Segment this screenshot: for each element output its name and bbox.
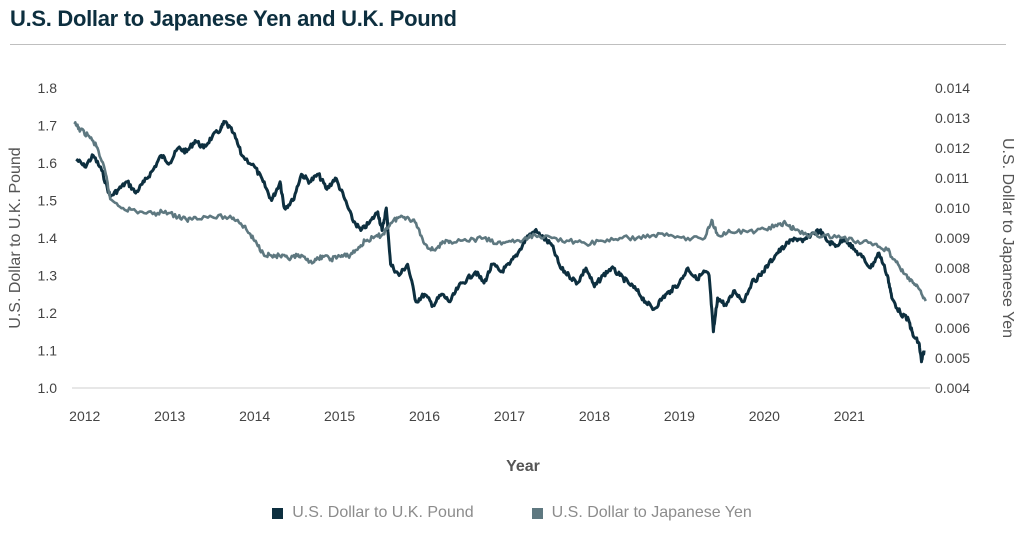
series-line-yen	[73, 121, 927, 302]
legend: U.S. Dollar to U.K. Pound U.S. Dollar to…	[0, 504, 1024, 522]
legend-swatch-yen	[531, 507, 543, 519]
chart-title: U.S. Dollar to Japanese Yen and U.K. Pou…	[10, 6, 457, 31]
left-tick-label: 1.1	[38, 343, 58, 359]
right-tick-label: 0.008	[935, 260, 970, 276]
right-tick-label: 0.012	[935, 140, 970, 156]
dual-axis-line-chart: 1.81.71.61.51.41.31.21.11.0 0.0140.0130.…	[7, 80, 1016, 475]
x-tick-label: 2020	[749, 408, 780, 424]
left-tick-label: 1.5	[38, 193, 58, 209]
legend-label-pound: U.S. Dollar to U.K. Pound	[292, 504, 474, 521]
legend-swatch-pound	[272, 507, 284, 519]
x-tick-label: 2021	[834, 408, 865, 424]
x-tick-label: 2018	[579, 408, 610, 424]
x-tick-label: 2016	[409, 408, 440, 424]
x-axis-title: Year	[506, 458, 540, 475]
series-line-pound	[75, 119, 926, 364]
right-tick-label: 0.011	[935, 170, 969, 186]
right-tick-label: 0.004	[935, 380, 970, 396]
right-tick-label: 0.006	[935, 320, 970, 336]
x-tick-label: 2013	[154, 408, 185, 424]
left-tick-label: 1.8	[38, 80, 58, 96]
left-tick-label: 1.6	[38, 155, 58, 171]
left-tick-label: 1.4	[38, 230, 58, 246]
right-tick-label: 0.009	[935, 230, 970, 246]
x-tick-label: 2019	[664, 408, 695, 424]
left-y-axis: 1.8 1.7 1.6 1.5 1.4 1.3 1.2 1.1 1.0	[38, 80, 58, 396]
right-tick-label: 0.007	[935, 290, 970, 306]
right-axis-title: U.S. Dollar to Japanese Yen	[999, 138, 1016, 338]
series-group	[73, 119, 927, 364]
x-tick-label: 2015	[324, 408, 355, 424]
legend-label-yen: U.S. Dollar to Japanese Yen	[551, 504, 752, 521]
right-tick-label: 0.014	[935, 80, 970, 96]
right-y-axis: 0.014 0.013 0.012 0.011 0.010 0.009 0.008 0.007…	[935, 80, 970, 396]
left-axis-title: U.S. Dollar to U.K. Pound	[7, 147, 24, 328]
right-tick-label: 0.010	[935, 200, 970, 216]
left-tick-label: 1.0	[38, 380, 58, 396]
x-tick-label: 2012	[69, 408, 100, 424]
legend-item-yen[interactable]: U.S. Dollar to Japanese Yen	[531, 504, 752, 522]
left-tick-label: 1.2	[38, 305, 58, 321]
right-tick-label: 0.013	[935, 110, 970, 126]
legend-item-pound[interactable]: U.S. Dollar to U.K. Pound	[272, 504, 474, 522]
right-tick-label: 0.005	[935, 350, 970, 366]
x-axis: 2012 2013 2014 2015 2016 2017 2018 2019 2020 2021	[69, 408, 865, 424]
title-divider	[10, 44, 1006, 45]
x-tick-label: 2014	[239, 408, 270, 424]
left-tick-label: 1.3	[38, 268, 58, 284]
x-tick-label: 2017	[494, 408, 525, 424]
left-tick-label: 1.7	[38, 118, 58, 134]
